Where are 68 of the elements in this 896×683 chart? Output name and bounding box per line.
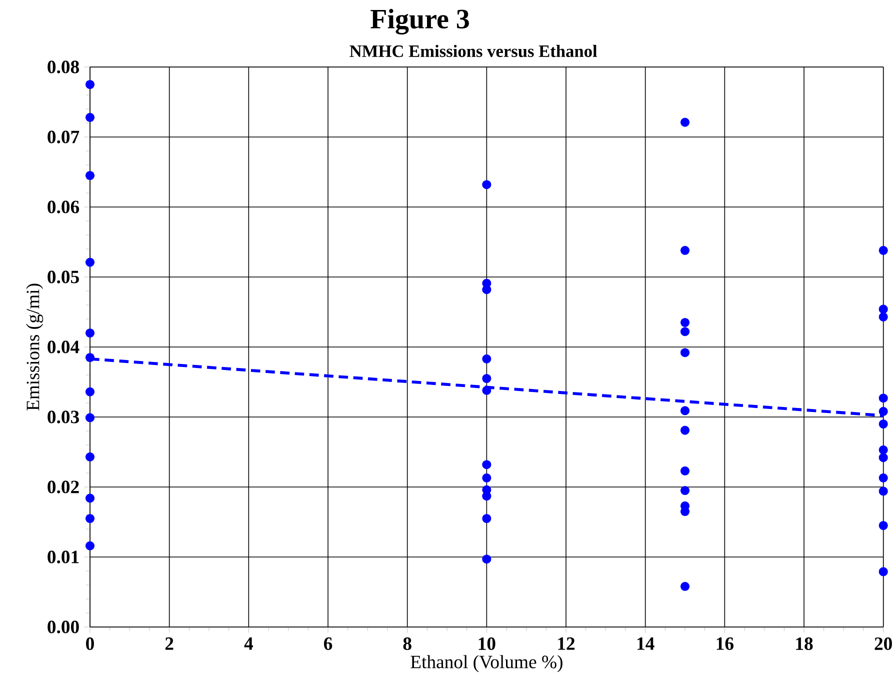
point [482,514,492,524]
x-tick-label: 16 [716,637,734,650]
point [878,406,888,416]
point [482,285,492,294]
y-tick-label: 0.04 [48,340,80,354]
point [482,492,492,501]
point [482,386,492,395]
y-tick-label: 0.00 [48,620,79,634]
point [680,118,690,127]
x-axis-title: Ethanol (Volume %) [410,655,562,672]
point [878,419,888,429]
y-tick-label: 0.08 [48,60,79,74]
y-tick-label: 0.07 [48,130,80,144]
point [85,258,95,267]
point [85,387,95,396]
point [85,112,95,122]
chart-title: Figure 3 [370,8,469,34]
point [680,426,690,435]
point [878,520,888,530]
point [680,318,690,328]
x-tick-label: 20 [874,637,892,650]
point [878,445,888,454]
point [680,486,690,496]
point [85,541,95,550]
point [878,486,888,496]
y-tick-label: 0.06 [48,200,80,214]
x-tick-label: 10 [478,637,496,650]
point [680,406,690,416]
point [85,413,95,422]
y-tick-label: 0.01 [48,550,79,564]
point [878,246,888,255]
x-tick-label: 4 [244,637,253,650]
point [878,473,888,482]
point [85,514,95,524]
point [85,494,95,503]
x-tick-label: 12 [558,637,575,650]
point [85,328,95,338]
point [482,354,492,364]
x-tick-label: 2 [165,637,174,650]
point [85,80,95,90]
point [680,246,690,255]
y-tick-label: 0.05 [48,270,79,284]
point [482,460,492,470]
y-axis-title: Emissions (g/mi) [26,284,44,410]
point [878,394,888,403]
point [482,473,492,482]
point [482,180,492,190]
point [878,453,888,462]
point [680,327,690,336]
x-tick-label: 6 [324,637,332,650]
point [85,452,95,462]
x-tick-label: 0 [86,637,94,650]
point [482,554,492,564]
point [85,170,95,180]
point [878,567,888,576]
chart-subtitle: NMHC Emissions versus Ethanol [350,44,598,58]
point [878,304,888,314]
y-tick-label: 0.03 [48,410,79,424]
point [85,352,95,362]
point [680,348,690,358]
point [680,466,690,476]
x-tick-label: 14 [638,637,654,650]
x-tick-label: 18 [796,637,813,650]
point [878,312,888,322]
point [680,582,690,591]
x-tick-label: 8 [403,637,412,650]
point [482,374,492,384]
y-tick-label: 0.02 [48,480,79,494]
